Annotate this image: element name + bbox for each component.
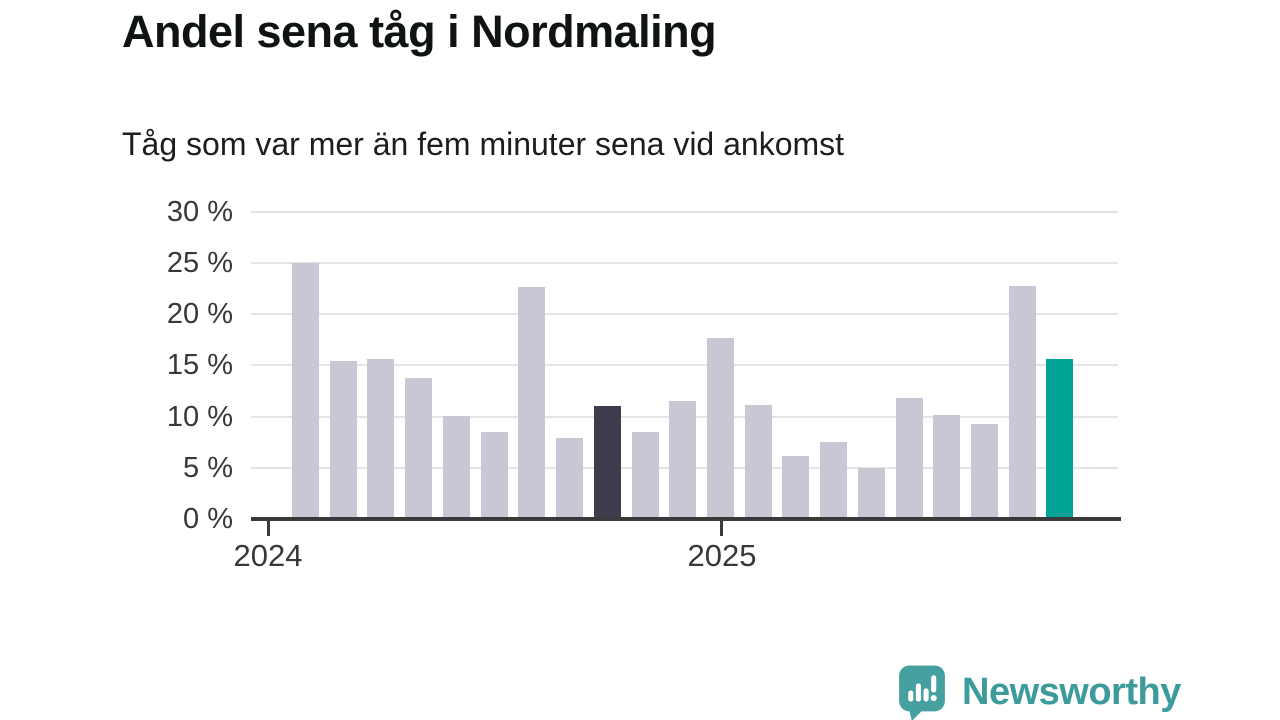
bar [631,432,659,519]
bar [933,414,961,519]
bar [744,405,772,519]
brand-footer: Newsworthy [897,664,1181,720]
bar [669,401,697,519]
gridline [251,262,1118,264]
bar [706,337,734,519]
x-axis-tick-label: 2024 [233,538,303,573]
x-axis-tick-label: 2025 [687,538,757,573]
bar [820,442,848,519]
bar [480,432,508,519]
chart-subtitle: Tåg som var mer än fem minuter sena vid … [122,126,845,162]
y-axis-label: 0 % [183,503,233,535]
bar [518,286,546,519]
y-axis-label: 25 % [166,247,233,279]
bar-chart: 0 % 5 % 10 % 15 % 20 % 25 % 30 % 2024 2025 [166,195,1121,573]
bar [782,455,810,519]
x-axis-tick [720,521,724,536]
bar-highlight-dark [593,406,621,519]
y-axis-label: 5 % [183,451,233,484]
bar [556,438,583,519]
y-axis-label: 20 % [166,298,233,331]
newsworthy-logo-icon [899,665,945,720]
bar [292,263,319,519]
gridline [251,364,1118,367]
gridline [251,313,1118,316]
x-axis-tick [266,521,270,536]
x-axis-line [251,517,1121,521]
y-axis-label: 30 % [166,195,233,228]
bar [329,361,357,519]
brand-name: Newsworthy [962,671,1181,713]
bar [895,398,923,519]
gridline [251,210,1118,213]
bar-highlight-teal [1046,359,1074,519]
chart-title: Andel sena tåg i Nordmaling [122,6,717,57]
bar [971,423,998,519]
bar [405,377,433,519]
y-axis-label: 10 % [166,400,233,433]
bar [1008,285,1036,519]
y-axis-label: 15 % [166,349,233,382]
bar [442,415,470,519]
bar [367,359,395,519]
bar [857,467,885,519]
